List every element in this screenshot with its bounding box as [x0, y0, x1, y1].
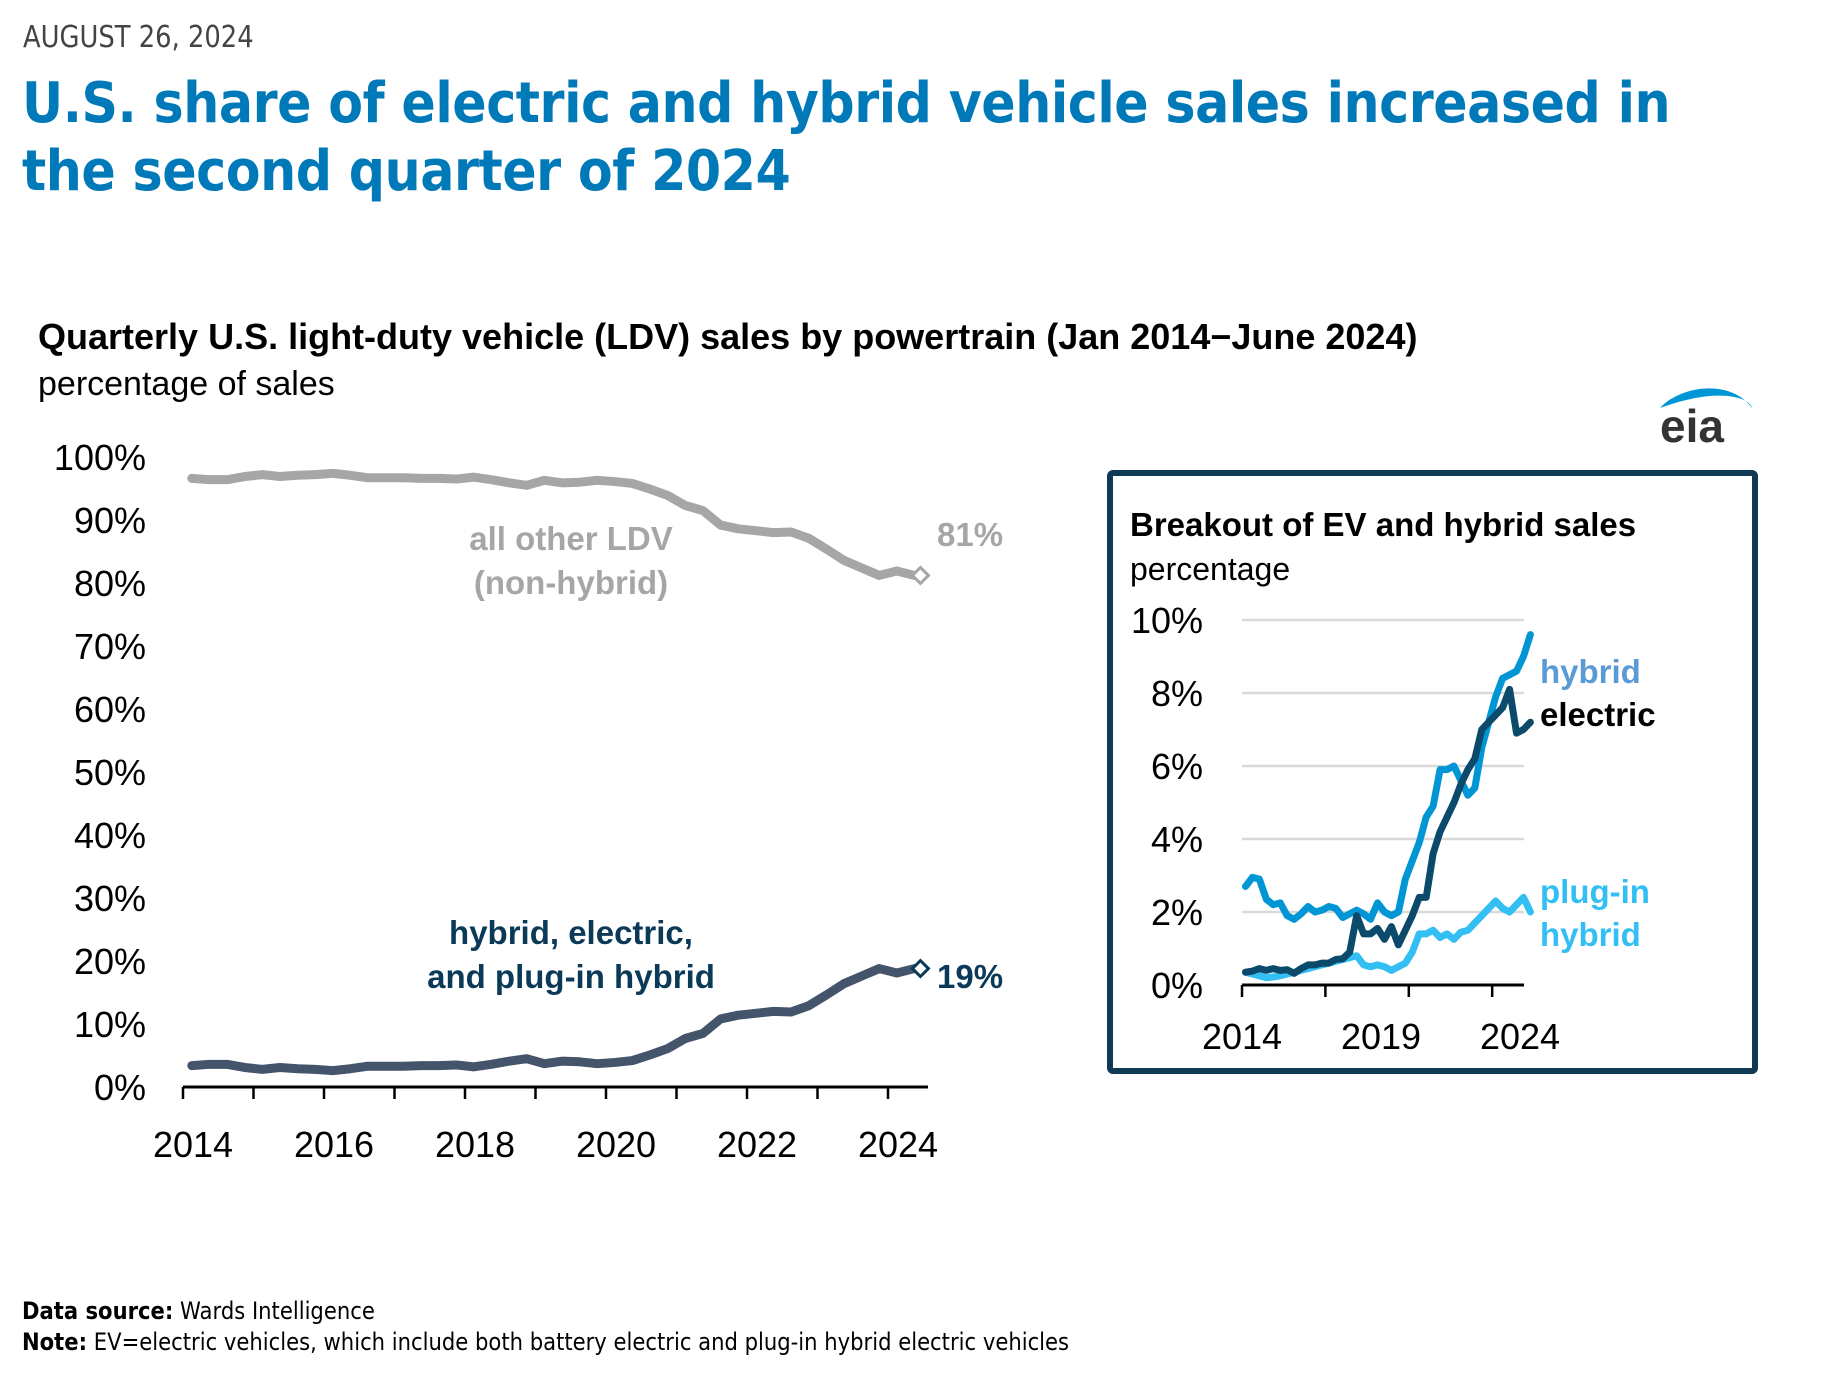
series-label-combined-line2: and plug-in hybrid — [427, 958, 715, 995]
main-y-tick-label: 0% — [94, 1067, 146, 1108]
main-x-tick-label: 2020 — [576, 1124, 656, 1165]
main-series-end-marker — [910, 958, 931, 979]
data-source-text: Wards Intelligence — [180, 1297, 375, 1325]
data-source-label: Data source: — [22, 1297, 174, 1325]
main-y-tick-label: 50% — [74, 752, 146, 793]
data-source-line: Data source: Wards Intelligence — [22, 1296, 1069, 1327]
main-series-line — [187, 468, 919, 580]
main-series-labels: all other LDV (non-hybrid) 81% hybrid, elec… — [427, 516, 1003, 995]
series-label-other-ldv-line2: (non-hybrid) — [474, 564, 668, 601]
main-plot-area — [187, 468, 931, 1076]
end-label-other-ldv: 81% — [937, 516, 1003, 553]
note-label: Note: — [22, 1328, 88, 1356]
main-y-tick-label: 90% — [74, 500, 146, 541]
main-x-tick-label: 2014 — [153, 1124, 233, 1165]
main-y-tick-label: 60% — [74, 689, 146, 730]
footer: Data source: Wards Intelligence Note: EV… — [22, 1296, 1069, 1358]
note-text: EV=electric vehicles, which include both… — [93, 1328, 1070, 1356]
main-x-tick-label: 2018 — [435, 1124, 515, 1165]
chart-title: Quarterly U.S. light-duty vehicle (LDV) … — [38, 316, 1418, 357]
series-label-combined-line1: hybrid, electric, — [449, 914, 693, 951]
eia-logo-arc — [1660, 388, 1752, 408]
main-x-tick-label: 2024 — [858, 1124, 938, 1165]
main-y-tick-label: 100% — [54, 437, 146, 478]
end-label-combined: 19% — [937, 958, 1003, 995]
main-series-end-marker — [910, 565, 931, 586]
main-y-tick-label: 30% — [74, 878, 146, 919]
main-y-tick-label: 10% — [74, 1004, 146, 1045]
main-y-tick-label: 80% — [74, 563, 146, 604]
eia-logo-icon: eia — [1660, 388, 1752, 448]
eia-logo-text: eia — [1660, 400, 1724, 448]
headline: U.S. share of electric and hybrid vehicl… — [22, 71, 1671, 204]
series-label-other-ldv-line1: all other LDV — [469, 520, 673, 557]
main-y-axis: 0% 10% 20% 30% 40% 50% 60% 70% 80% 90% 100% — [54, 437, 146, 1108]
main-y-tick-label: 20% — [74, 941, 146, 982]
main-y-tick-label: 40% — [74, 815, 146, 856]
main-x-tick-label: 2022 — [717, 1124, 797, 1165]
chart-y-units: percentage of sales — [38, 365, 335, 403]
note-line: Note: EV=electric vehicles, which includ… — [22, 1327, 1069, 1358]
main-y-tick-label: 70% — [74, 626, 146, 667]
main-x-tick-label: 2016 — [294, 1124, 374, 1165]
main-series-line — [187, 964, 919, 1076]
publication-date: AUGUST 26, 2024 — [23, 20, 254, 55]
main-x-axis: 2014 2016 2018 2020 2022 2024 — [153, 1085, 938, 1165]
